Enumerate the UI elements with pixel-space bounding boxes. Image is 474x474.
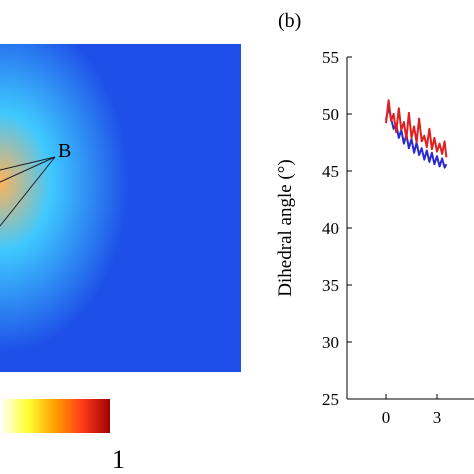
panel-a: B 1 xyxy=(0,44,241,474)
y-tick-label: 25 xyxy=(322,390,339,409)
y-ticks: 25 30 35 40 45 50 55 xyxy=(322,48,352,409)
y-axis-title: Dihedral angle (°) xyxy=(275,159,296,296)
x-tick-label: 3 xyxy=(433,408,442,427)
y-tick-label: 40 xyxy=(322,219,339,238)
heatmap xyxy=(0,44,241,372)
y-tick-label: 50 xyxy=(322,105,339,124)
y-tick-label: 45 xyxy=(322,162,339,181)
point-label-b: B xyxy=(58,140,71,162)
triangle-outline xyxy=(0,156,56,227)
y-tick-label: 30 xyxy=(322,333,339,352)
colorbar-max-label: 1 xyxy=(112,445,125,474)
y-tick-label: 55 xyxy=(322,48,339,67)
y-tick-label: 35 xyxy=(322,276,339,295)
colorbar xyxy=(0,399,110,433)
series-line-2 xyxy=(385,99,448,158)
x-tick-label: 0 xyxy=(382,408,391,427)
panel-b-label: (b) xyxy=(278,10,301,32)
series-lines xyxy=(385,99,448,169)
